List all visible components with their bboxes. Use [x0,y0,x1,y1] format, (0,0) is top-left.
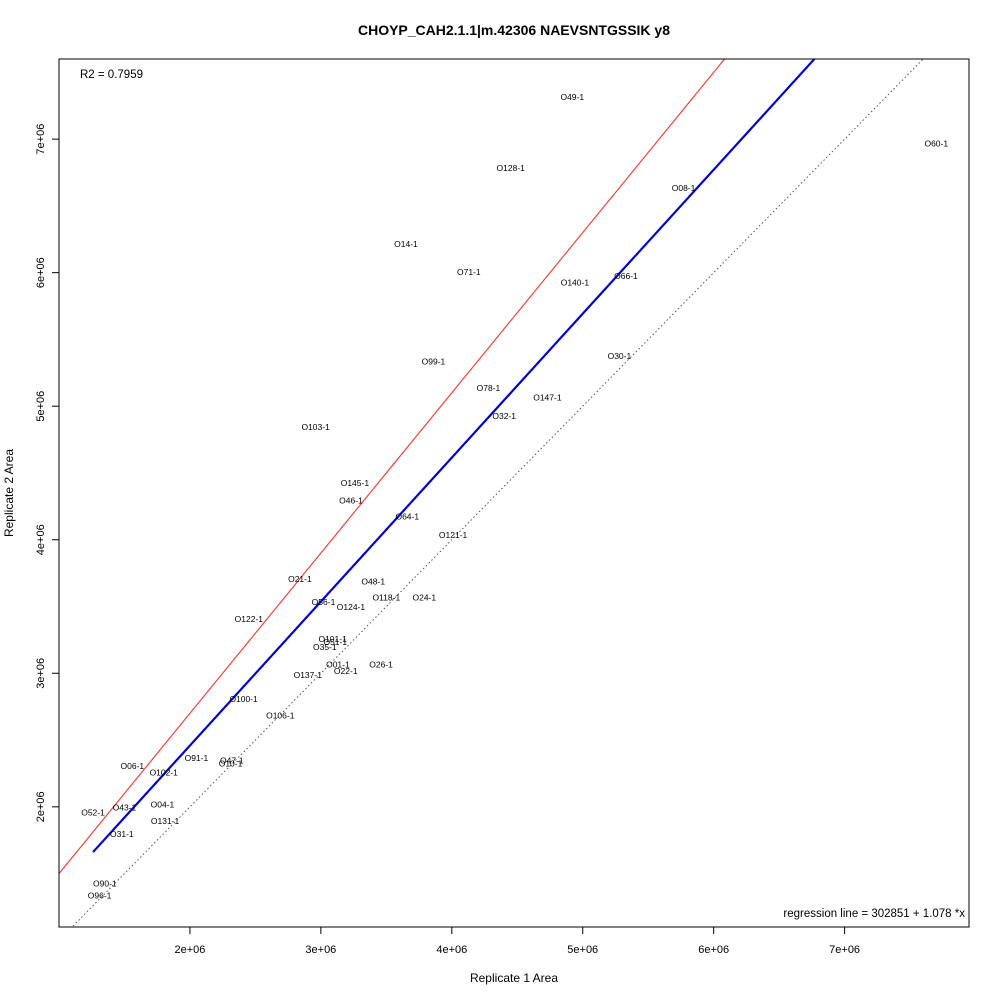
point-label: O32-1 [492,411,516,421]
point-label: O78-1 [477,383,501,393]
point-label: O56-1 [312,597,336,607]
point-label: O124-1 [337,602,366,612]
regression-annotation: regression line = 302851 + 1.078 *x [783,908,965,920]
point-label: O26-1 [369,660,393,670]
y-tick-label: 6e+06 [35,257,47,288]
point-label: O46-1 [339,495,363,505]
point-label: O22-1 [334,666,358,676]
point-label: O43-1 [113,802,137,812]
point-label: O52-1 [81,808,105,818]
r2-annotation: R2 = 0.7959 [80,69,143,81]
x-tick-label: 3e+06 [305,944,336,956]
point-label: O101-1 [318,634,347,644]
y-tick-label: 5e+06 [35,391,47,422]
point-label: O31-1 [110,829,134,839]
point-label: O06-1 [121,761,145,771]
y-tick-label: 2e+06 [35,791,47,822]
point-label: O21-1 [288,574,312,584]
point-labels: O60-1 O49-1 O128-1 O08-1 O14-1 O71-1 O140-1 O66… [81,92,948,901]
x-axis: 2e+06 3e+06 4e+06 5e+06 6e+06 7e+06 [174,927,860,956]
point-label: O66-1 [614,271,638,281]
regression-line [92,59,816,853]
x-tick-label: 5e+06 [567,944,598,956]
x-tick-label: 4e+06 [436,944,467,956]
plot-frame [58,58,970,928]
point-label: O103-1 [301,422,330,432]
y-tick-label: 4e+06 [35,524,47,555]
x-axis-title: Replicate 1 Area [470,971,558,985]
point-label: O60-1 [924,139,948,149]
point-label: O35-1 [313,642,337,652]
point-label: O48-1 [361,577,385,587]
y-tick-label: 3e+06 [35,658,47,689]
x-tick-label: 2e+06 [174,944,205,956]
fit-lines [59,59,924,927]
point-label: O47-1 [220,756,244,766]
x-tick-label: 6e+06 [698,944,729,956]
point-label: O140-1 [561,278,590,288]
point-label: O131-1 [151,816,180,826]
chart-title: CHOYP_CAH2.1.1|m.42306 NAEVSNTGSSIK y8 [358,22,670,38]
point-label: O102-1 [150,768,179,778]
identity-line [71,59,924,927]
point-label: O100-1 [229,694,258,704]
point-label: O137-1 [294,670,323,680]
point-label: O91-1 [185,753,209,763]
point-label: O90-1 [93,879,117,889]
point-label: O71-1 [457,267,481,277]
point-label: O49-1 [560,92,584,102]
point-label: O51-1 [323,637,347,647]
point-label: O04-1 [151,800,175,810]
point-label: O01-1 [326,660,350,670]
point-label: O64-1 [395,511,419,521]
point-label: O118-1 [372,593,400,603]
red-reference-line [59,59,726,874]
point-label: O106-1 [266,710,295,720]
point-label: O121-1 [439,530,468,540]
y-tick-label: 7e+06 [35,124,47,155]
point-label: O30-1 [608,351,632,361]
y-axis: 2e+06 3e+06 4e+06 5e+06 6e+06 7e+06 [35,124,59,822]
point-label: O122-1 [235,614,264,624]
y-axis-title: Replicate 2 Area [2,449,16,537]
point-label: O08-1 [672,183,696,193]
point-label: O99-1 [422,356,446,366]
point-label: O147-1 [533,392,562,402]
point-label: O128-1 [497,163,526,173]
point-label: O24-1 [412,593,436,603]
x-tick-label: 7e+06 [829,944,860,956]
point-label: O96-1 [88,891,112,901]
point-label: O145-1 [341,478,370,488]
point-label: O10-1 [219,758,243,768]
point-label: O14-1 [394,239,418,249]
